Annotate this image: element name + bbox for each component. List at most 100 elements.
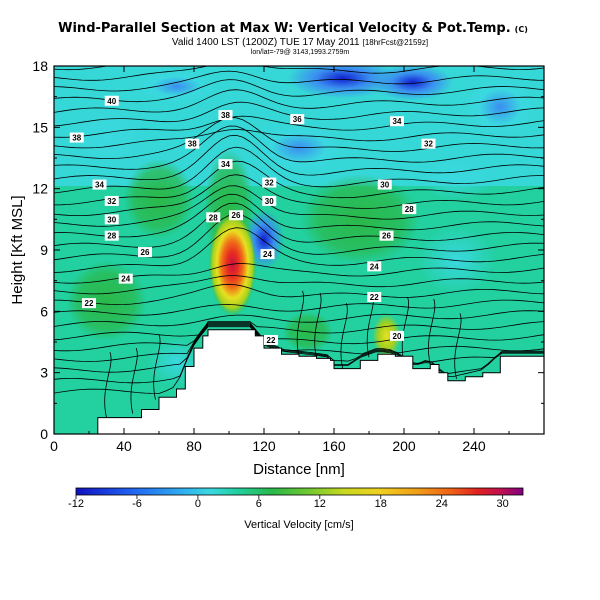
isentrope-label: 28	[402, 204, 417, 215]
isentrope-line	[130, 347, 138, 414]
green-mid-right	[300, 174, 421, 265]
isentrope-label-text: 34	[221, 160, 230, 169]
isentrope-label: 36	[290, 114, 305, 125]
isentrope-label-text: 30	[107, 215, 116, 224]
isentrope-label: 20	[390, 330, 404, 341]
colorbar-tick-label: 24	[436, 498, 448, 510]
x-tick-label: 240	[462, 438, 486, 454]
isentrope-label-bg	[104, 230, 119, 241]
isentrope-label-bg	[262, 177, 277, 188]
isentrope-label-bg	[377, 179, 392, 190]
isentrope-label-text: 32	[107, 197, 116, 206]
isentrope-line	[54, 89, 544, 113]
y-tick-label: 9	[40, 242, 48, 258]
isentrope-label-text: 30	[265, 197, 274, 206]
isentrope-line	[54, 125, 544, 170]
isentrope-label-bg	[390, 116, 404, 127]
colorbar-ticks: -12 -6 0 6 12 18 24 30	[68, 495, 509, 510]
isentrope-line	[54, 115, 544, 138]
isentrope-line	[54, 117, 544, 159]
isentrope-label: 30	[104, 214, 119, 225]
isentrope-label-text: 38	[221, 111, 230, 120]
isentrope-label-text: 36	[293, 115, 302, 124]
isentrope-label-bg	[262, 195, 277, 206]
chart-subtitle-location: lon/lat=-79@ 3143,1993.2759m	[251, 49, 350, 56]
isentrope-line	[54, 324, 544, 373]
isentrope-line	[54, 174, 544, 217]
colorbar-label: Vertical Velocity [cm/s]	[244, 519, 353, 531]
isentrope-line	[54, 146, 544, 194]
y-axis-label: Height [Kft MSL]	[9, 195, 26, 304]
isentrope-label-bg	[421, 138, 436, 149]
colorbar-tick-label: -12	[68, 498, 84, 510]
isentrope-line	[54, 323, 544, 362]
isentrope-label-text: 24	[370, 262, 379, 271]
isentrope-line	[104, 352, 112, 418]
isentrope-label: 24	[118, 273, 133, 284]
isentrope-line	[428, 298, 436, 365]
isentrope-line	[54, 325, 544, 384]
cyan-right	[416, 156, 497, 201]
green-lower-left	[66, 261, 147, 342]
isentrope-label-text: 34	[95, 181, 104, 190]
isentrope-line	[54, 263, 544, 284]
isentrope-label: 24	[260, 249, 275, 259]
isentrope-line	[54, 185, 544, 227]
isentrope-line	[54, 66, 544, 81]
isentrope-label-text: 30	[380, 181, 389, 190]
y-tick-label: 18	[32, 58, 48, 74]
isentrope-label-bg	[118, 273, 133, 284]
colorbar-tick-label: 12	[314, 498, 326, 510]
isentrope-line	[296, 290, 304, 357]
vertical-velocity-field	[54, 66, 544, 434]
isentrope-label: 28	[104, 230, 119, 241]
isentrope-label-bg	[367, 261, 382, 272]
isentrope-label-bg	[402, 204, 417, 215]
y-tick-label: 3	[40, 365, 48, 381]
isentrope-label-bg	[138, 247, 152, 258]
isentrope-line	[54, 283, 544, 306]
isentrope-label-text: 28	[209, 213, 218, 222]
isentrope-label-bg	[229, 210, 243, 221]
isentrope-label-text: 24	[121, 275, 130, 284]
colorbar-tick-label: 6	[256, 498, 262, 510]
chart-title: Wind-Parallel Section at Max W: Vertical…	[58, 21, 528, 36]
x-tick-label: 160	[322, 438, 346, 454]
isentrope-label-text: 38	[72, 134, 81, 143]
isentrope-label-text: 28	[405, 205, 414, 214]
isentrope-line	[401, 296, 409, 363]
isentrope-label-bg	[218, 110, 233, 121]
isentrope-label-text: 26	[232, 211, 241, 220]
isentrope-line	[54, 79, 544, 103]
isentrope-line	[340, 303, 348, 369]
colorbar-tick-label: 30	[497, 498, 509, 510]
isentrope-label: 26	[229, 210, 243, 221]
isentrope-label: 38	[185, 138, 200, 149]
isentrope-label: 30	[262, 195, 277, 206]
isentrope-label-text: 22	[370, 293, 379, 302]
isentrope-line	[54, 129, 544, 149]
updraft-secondary	[372, 313, 401, 358]
x-tick-label: 120	[252, 438, 276, 454]
isentrope-label: 34	[218, 159, 233, 170]
isentrope-label-text: 20	[393, 332, 402, 341]
y-tick-label: 6	[40, 303, 48, 319]
isentrope-line	[54, 202, 544, 248]
isentrope-label-bg	[264, 334, 278, 345]
y-tick-label: 0	[40, 426, 48, 442]
isentrope-label-bg	[104, 195, 119, 206]
isentrope-label-text: 32	[424, 140, 433, 149]
x-tick-label: 40	[116, 438, 132, 454]
isentrope-label-bg	[218, 159, 233, 170]
isentrope-label: 26	[379, 230, 394, 241]
isentrope-label: 22	[367, 292, 382, 303]
isentrope-label: 30	[377, 179, 392, 190]
isentrope-label: 38	[218, 110, 233, 121]
isentrope-label: 22	[264, 334, 278, 345]
isentrope-label-text: 26	[382, 232, 391, 241]
downdraft-upper-right	[465, 76, 536, 137]
colorbar-tick-label: 18	[375, 498, 387, 510]
isentrope-label-bg	[367, 292, 382, 303]
isentrope-line	[54, 326, 544, 394]
isentrope-label-bg	[290, 114, 305, 125]
